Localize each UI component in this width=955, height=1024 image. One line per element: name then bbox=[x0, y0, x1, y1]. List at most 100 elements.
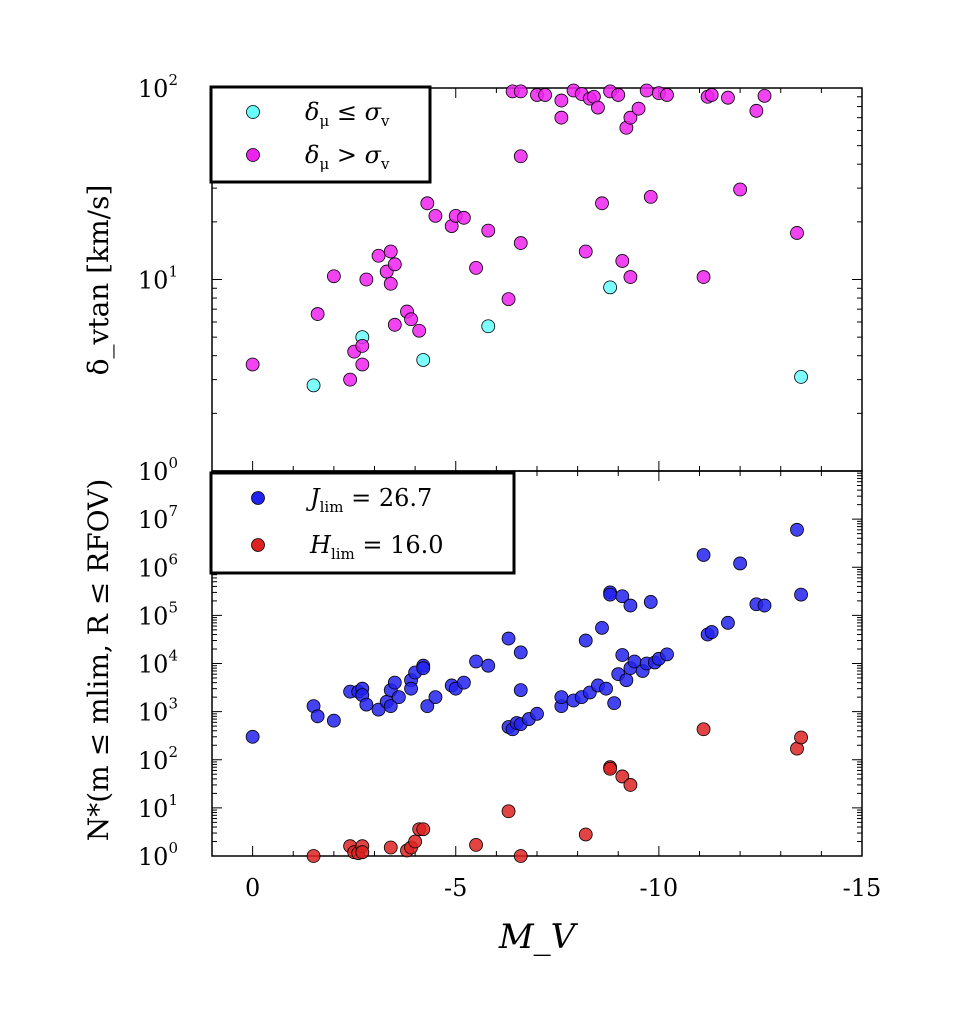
data-point-top-series-1 bbox=[615, 254, 630, 268]
data-point-bottom-series-1 bbox=[306, 849, 321, 863]
legend-marker-red bbox=[251, 538, 265, 552]
bottom-ytick-label: 107 bbox=[138, 502, 178, 534]
data-point-bottom-series-0 bbox=[643, 595, 658, 609]
data-point-bottom-series-0 bbox=[387, 675, 402, 690]
legend-label-red: Hlim = 16.0 bbox=[309, 531, 444, 563]
data-point-top-series-1 bbox=[623, 110, 638, 125]
data-point-top-series-1 bbox=[578, 244, 593, 259]
data-point-top-series-1 bbox=[639, 83, 654, 98]
data-point-top-series-1 bbox=[721, 90, 735, 105]
top-ytick-exp: 2 bbox=[168, 71, 178, 89]
legend-blue-sub: lim bbox=[320, 498, 344, 516]
legend-magenta-sub: μ bbox=[319, 155, 329, 173]
bottom-ytick-exp: 1 bbox=[168, 791, 178, 809]
bottom-ytick-label: 101 bbox=[138, 791, 178, 823]
bottom-ytick-exp: 6 bbox=[168, 550, 178, 568]
data-point-top-series-1 bbox=[383, 244, 398, 259]
x-tick-label: -15 bbox=[843, 874, 882, 902]
data-point-top-series-1 bbox=[513, 84, 528, 99]
bottom-points bbox=[245, 522, 808, 863]
top-ytick-base: 10 bbox=[138, 458, 169, 486]
data-point-top-series-1 bbox=[611, 88, 626, 102]
bottom-ytick-label: 102 bbox=[138, 743, 178, 775]
data-point-bottom-series-0 bbox=[615, 589, 630, 604]
data-point-bottom-series-0 bbox=[619, 673, 634, 688]
data-point-top-series-1 bbox=[749, 103, 764, 118]
bottom-ytick-label: 104 bbox=[138, 647, 178, 679]
bottom-legend-box bbox=[209, 471, 516, 575]
legend-red-sub: lim bbox=[331, 545, 355, 563]
data-point-bottom-series-0 bbox=[696, 548, 711, 562]
bottom-xlabel: M_V bbox=[498, 917, 579, 957]
data-point-bottom-series-0 bbox=[416, 661, 431, 676]
data-point-top-series-1 bbox=[595, 196, 609, 211]
top-ytick-label: 102 bbox=[138, 71, 178, 103]
data-point-top-series-1 bbox=[623, 270, 638, 284]
top-legend-box bbox=[209, 85, 432, 184]
data-point-bottom-series-1 bbox=[469, 838, 483, 852]
bottom-ytick-exp: 5 bbox=[168, 598, 178, 616]
bottom-xticklabels: 0 -5 -10 -15 bbox=[245, 874, 881, 902]
bottom-ytick-label: 106 bbox=[138, 550, 178, 582]
data-point-bottom-series-0 bbox=[420, 699, 435, 714]
data-point-top-series-1 bbox=[643, 189, 658, 204]
bottom-ytick-exp: 0 bbox=[168, 839, 178, 857]
legend-cyan-rel: ≤ σ bbox=[329, 98, 381, 126]
data-point-top-series-0 bbox=[416, 353, 431, 367]
data-point-top-series-1 bbox=[660, 88, 674, 102]
data-point-top-series-1 bbox=[412, 323, 427, 338]
data-point-bottom-series-0 bbox=[404, 681, 418, 696]
data-point-bottom-series-1 bbox=[794, 730, 808, 745]
data-point-bottom-series-0 bbox=[757, 598, 772, 613]
data-point-top-series-1 bbox=[790, 226, 804, 240]
data-point-top-series-1 bbox=[757, 88, 772, 103]
data-point-bottom-series-0 bbox=[704, 625, 719, 639]
data-point-bottom-series-0 bbox=[607, 696, 622, 711]
legend-marker-blue bbox=[251, 491, 265, 505]
legend-magenta-main: δ bbox=[305, 141, 319, 169]
data-point-bottom-series-1 bbox=[603, 761, 618, 776]
data-point-bottom-series-0 bbox=[469, 654, 483, 669]
data-point-top-series-1 bbox=[387, 317, 402, 332]
data-point-bottom-series-1 bbox=[578, 827, 593, 842]
bottom-ytick-base: 10 bbox=[138, 747, 169, 775]
data-point-bottom-series-0 bbox=[733, 556, 748, 571]
bottom-ytick-base: 10 bbox=[138, 602, 169, 630]
data-point-top-series-1 bbox=[554, 110, 569, 125]
bottom-ytick-label: 100 bbox=[138, 839, 178, 871]
top-ytick-base: 10 bbox=[138, 267, 169, 295]
data-point-bottom-series-0 bbox=[615, 648, 630, 662]
data-point-bottom-series-1 bbox=[501, 804, 516, 819]
data-point-bottom-series-0 bbox=[554, 690, 569, 705]
data-point-bottom-series-1 bbox=[383, 840, 398, 855]
top-points bbox=[245, 83, 808, 393]
data-point-bottom-series-0 bbox=[790, 522, 804, 537]
data-point-bottom-series-1 bbox=[355, 845, 370, 860]
data-point-top-series-1 bbox=[371, 248, 386, 263]
data-point-bottom-series-0 bbox=[578, 633, 593, 648]
bottom-ylabel: N*(m ≤ mlim, R ≤ RFOV) bbox=[82, 479, 115, 842]
data-point-top-series-0 bbox=[306, 378, 321, 393]
data-point-top-series-0 bbox=[794, 370, 808, 384]
data-point-top-series-1 bbox=[387, 257, 402, 272]
data-point-top-series-1 bbox=[343, 372, 358, 387]
data-point-bottom-series-0 bbox=[391, 690, 406, 705]
data-point-bottom-series-0 bbox=[660, 647, 674, 662]
legend-red-rel: = 16.0 bbox=[355, 531, 444, 559]
top-legend: δμ ≤ σ v δμ > σv bbox=[209, 85, 432, 184]
data-point-bottom-series-0 bbox=[359, 697, 374, 712]
bottom-ytick-exp: 7 bbox=[168, 502, 178, 520]
legend-magenta-sub2: v bbox=[380, 155, 390, 173]
bottom-legend: Jlim = 26.7 Hlim = 16.0 bbox=[209, 471, 516, 575]
top-ytick-label: 101 bbox=[138, 263, 178, 295]
data-point-bottom-series-0 bbox=[530, 706, 544, 721]
data-point-top-series-1 bbox=[469, 260, 483, 275]
bottom-ytick-base: 10 bbox=[138, 843, 169, 871]
data-point-top-series-1 bbox=[733, 182, 748, 197]
legend-label-magenta: δμ > σv bbox=[305, 141, 390, 173]
data-point-top-series-1 bbox=[501, 292, 516, 307]
x-tick-label: -5 bbox=[444, 874, 467, 902]
legend-cyan-sub: μ bbox=[319, 112, 329, 130]
